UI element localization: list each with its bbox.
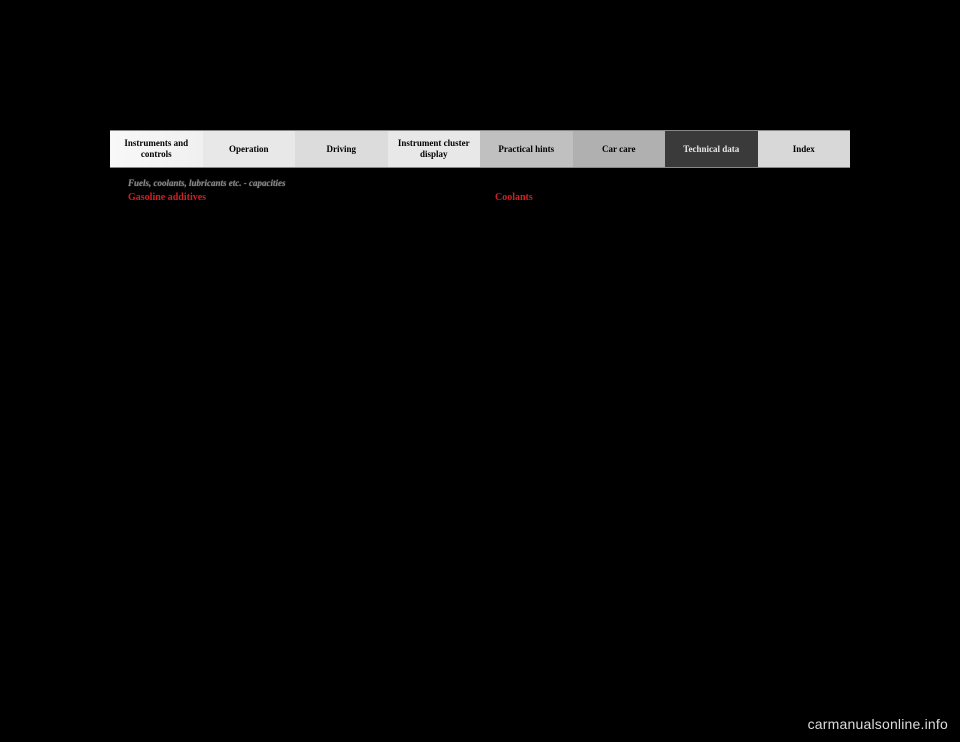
tab-practical-hints[interactable]: Practical hints — [480, 131, 573, 167]
section-tabs: Instruments and controls Operation Drivi… — [110, 130, 850, 168]
tab-index[interactable]: Index — [758, 131, 851, 167]
tab-instrument-cluster[interactable]: Instrument cluster display — [388, 131, 481, 167]
content-columns: Gasoline additives Coolants — [110, 192, 850, 209]
tab-instruments-controls[interactable]: Instruments and controls — [110, 131, 203, 167]
manual-page: Instruments and controls Operation Drivi… — [110, 130, 850, 209]
tab-technical-data[interactable]: Technical data — [665, 131, 758, 167]
heading-coolants: Coolants — [495, 192, 832, 203]
watermark: carmanualsonline.info — [808, 716, 948, 732]
heading-gasoline-additives: Gasoline additives — [128, 192, 465, 203]
breadcrumb: Fuels, coolants, lubricants etc. - capac… — [128, 178, 850, 188]
tab-car-care[interactable]: Car care — [573, 131, 666, 167]
tab-driving[interactable]: Driving — [295, 131, 388, 167]
right-column: Coolants — [495, 192, 832, 209]
left-column: Gasoline additives — [128, 192, 465, 209]
tab-operation[interactable]: Operation — [203, 131, 296, 167]
